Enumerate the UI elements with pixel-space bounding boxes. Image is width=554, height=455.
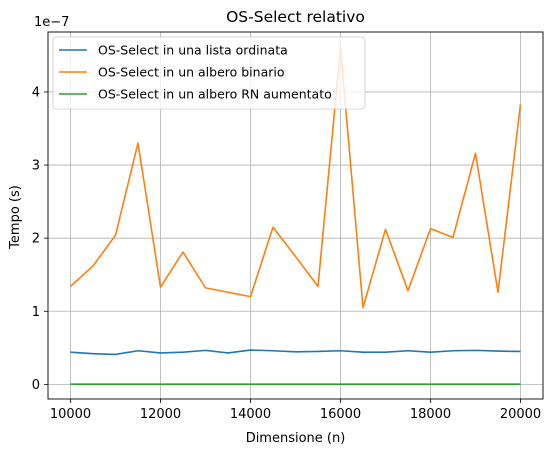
x-tick-label-2: 14000 [230, 407, 271, 422]
series-line-1 [69, 47, 522, 309]
chart-title: OS-Select relativo [226, 8, 365, 26]
series-lines [69, 47, 522, 385]
series-line-0 [70, 349, 521, 356]
ticks: 10000 12000 14000 16000 18000 20000 0 1 2 3 4 [32, 85, 541, 422]
x-tick-label-3: 16000 [320, 407, 361, 422]
legend-label-1: OS-Select in un albero binario [98, 65, 285, 80]
y-tick-label-1: 1 [32, 305, 40, 320]
legend: OS-Select in una lista ordinata OS-Select… [52, 36, 366, 110]
y-tick-label-2: 2 [32, 232, 40, 247]
legend-label-2: OS-Select in un albero RN aumentato [98, 87, 332, 102]
x-tick-label-1: 12000 [140, 407, 181, 422]
legend-label-0: OS-Select in una lista ordinata [98, 43, 288, 58]
x-tick-label-5: 20000 [500, 407, 541, 422]
x-tick-label-0: 10000 [50, 407, 91, 422]
y-axis-label: Tempo (s) [8, 185, 23, 250]
y-tick-label-4: 4 [32, 85, 40, 100]
y-scale-label: 1e−7 [34, 15, 69, 30]
legend-box [52, 36, 366, 110]
plot-frame [47, 31, 544, 400]
y-tick-label-3: 3 [32, 159, 40, 174]
y-tick-label-0: 0 [32, 378, 40, 393]
x-tick-label-4: 18000 [410, 407, 451, 422]
x-axis-label: Dimensione (n) [246, 431, 346, 446]
